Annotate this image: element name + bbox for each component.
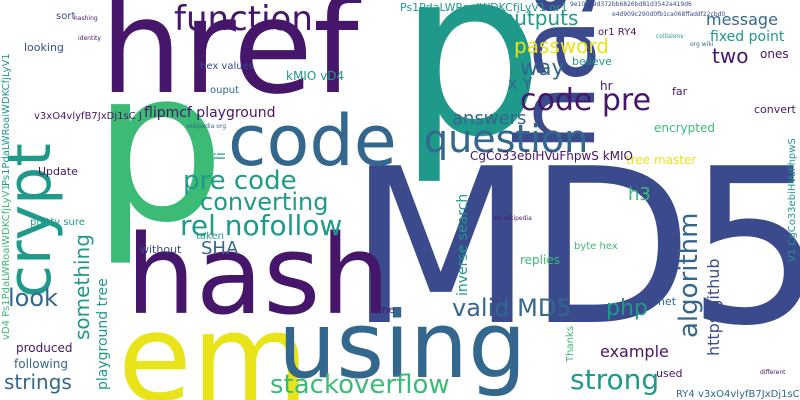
word-kmio-vd4: kMIO vD4 xyxy=(286,69,345,83)
word-answers: answers xyxy=(452,108,527,129)
word-way: way xyxy=(520,56,565,81)
word-update: Update xyxy=(38,165,78,178)
word-different: different xyxy=(760,369,786,376)
word-thanks: Thanks xyxy=(565,326,576,362)
word-pre-code: pre code xyxy=(183,166,297,196)
word-without: without xyxy=(140,243,182,256)
word-sha: SHA xyxy=(201,238,239,259)
word-look: look xyxy=(8,284,58,312)
word-ouput: ouput xyxy=(210,85,240,96)
word-or1-ry4: or1 RY4 xyxy=(598,27,637,38)
word-hash: hash xyxy=(126,211,391,339)
word-sort: sort xyxy=(56,11,76,22)
word-playground-tree: playground tree xyxy=(95,278,111,390)
word-function: function xyxy=(174,0,313,39)
word-example: example xyxy=(600,342,669,361)
word-em: em xyxy=(118,290,309,400)
word-v3x-left: v3xO4vlyfB7JxDj1sC J xyxy=(34,111,142,122)
word-two: two xyxy=(712,44,749,68)
word-fixed-point: fixed point xyxy=(710,29,785,45)
word-replies: replies xyxy=(520,253,560,267)
word-flipmcf-playground: flipmcf playground xyxy=(144,105,276,121)
word-far: far xyxy=(672,85,688,98)
word-message: message xyxy=(706,10,778,29)
word-used: used xyxy=(656,367,683,380)
word-en-wikipedia: en wikipedia xyxy=(494,215,532,222)
word-org-wiki: org wiki xyxy=(690,41,714,48)
word-p-left: p xyxy=(92,24,226,269)
word-question: question xyxy=(424,117,589,161)
word-outputs: outputs xyxy=(502,6,579,30)
word-li: li xyxy=(213,152,229,160)
word-identity: identity xyxy=(78,35,101,42)
word-rel-nofollow: rel nofollow xyxy=(180,209,343,242)
word-looking: looking xyxy=(24,41,64,54)
word-x-y: x Y xyxy=(508,74,533,93)
word-hex-values: hex values xyxy=(200,61,254,72)
word-ps1-top: Ps1PdaLWRoaiWDKCfjLyV1 or1 xyxy=(400,1,568,14)
word-ones: ones xyxy=(760,47,789,61)
word-cgco-mid: CgCo33ebiHVuFhpwS kMIO xyxy=(470,149,634,163)
word-password: password xyxy=(514,34,609,58)
word-converting: converting xyxy=(200,188,329,216)
word-convert: convert xyxy=(754,103,796,116)
word-https-github: https github xyxy=(704,258,723,356)
word-hex-string: 9e107d9d372bb6826bd81d3542a419d6 xyxy=(570,1,692,8)
word-md5: MD5 xyxy=(348,122,800,373)
word-valid-md5: valid MD5 xyxy=(452,294,572,322)
word-vd4-ps1-vertical: vD4 Ps1PdaLWRoaiWDKCfjLyV1 xyxy=(1,184,12,340)
word-wikipedia-org: wikipedia org xyxy=(186,123,227,130)
word-strings: strings xyxy=(4,370,72,394)
word-byte-hex: byte hex xyxy=(574,241,618,252)
word-v3x-bottom: RY4 v3xO4vlyfB7JxDj1sC xyxy=(676,389,800,400)
word-code-pre-right: code pre xyxy=(520,83,652,118)
word-pretty-sure: pretty sure xyxy=(30,217,85,228)
word-time: time xyxy=(372,305,395,316)
word-collisions: collisions xyxy=(656,33,684,40)
word-hex-string-2: e4d909c290d0fb1ca068ffaddf22cbd0 xyxy=(612,11,726,18)
word-php: php xyxy=(606,296,648,321)
word-p-main: p xyxy=(398,0,544,188)
word-net: net xyxy=(658,295,677,308)
word-hr: hr xyxy=(600,79,613,93)
word-using: using xyxy=(278,292,527,399)
word-taken: taken xyxy=(196,231,224,242)
word-encrypted: encrypted xyxy=(654,121,715,135)
word-something: something xyxy=(70,234,94,340)
word-v1-cgco: V1 CgCo33ebiHVuFhpwS xyxy=(787,138,798,262)
word-href: href xyxy=(100,0,359,123)
word-code: code xyxy=(228,100,397,182)
word-inverse-search: inverse search xyxy=(455,193,471,296)
word-tree-master: tree master xyxy=(626,153,697,167)
word-hashing: hashing xyxy=(74,15,98,22)
word-following: following xyxy=(14,357,68,371)
word-produced: produced xyxy=(16,341,73,355)
word-h3: h3 xyxy=(628,184,651,205)
word-algorithm: algorithm xyxy=(674,212,704,338)
word-believe: believe xyxy=(572,55,612,68)
word-strong: strong xyxy=(570,363,660,396)
word-ps1-left: Ps1PdaLWRoaiWDKCfjLyV1 xyxy=(1,53,12,186)
word-stackoverflow: stackoverflow xyxy=(270,370,450,400)
